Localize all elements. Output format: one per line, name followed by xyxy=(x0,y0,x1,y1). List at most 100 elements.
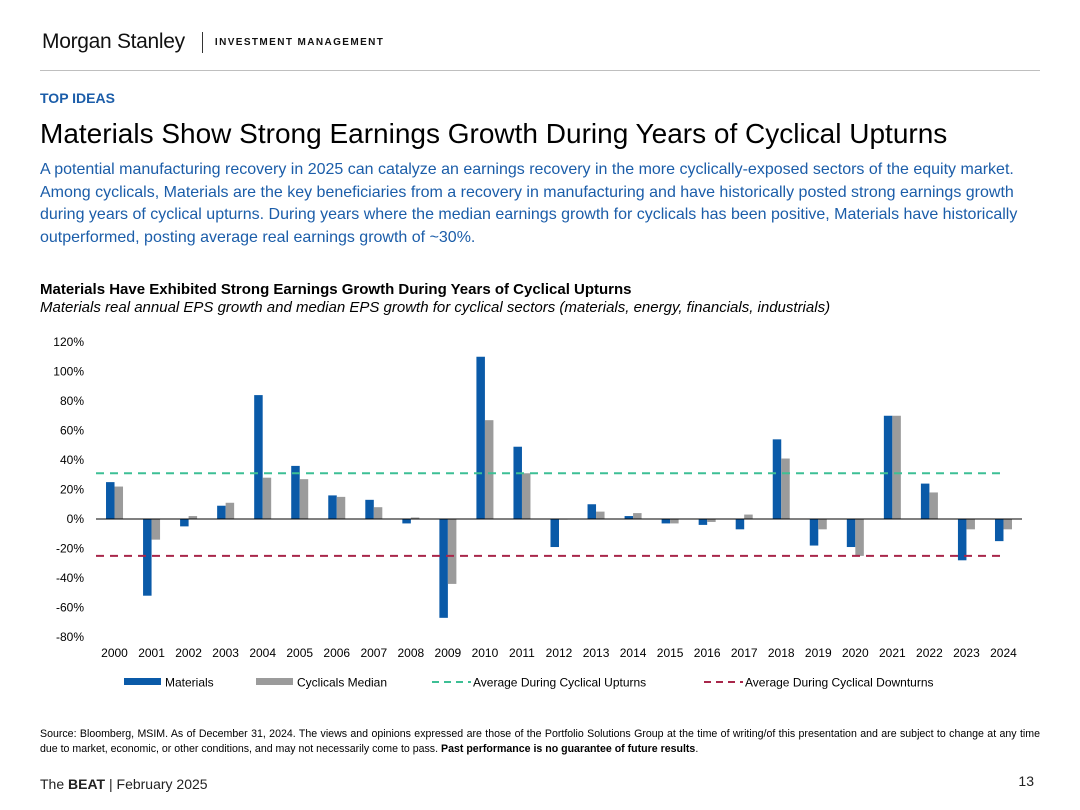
lead-paragraph: A potential manufacturing recovery in 20… xyxy=(40,161,1018,246)
x-tick-label: 2020 xyxy=(842,646,869,660)
materials-bar xyxy=(920,483,930,519)
materials-bar xyxy=(698,519,708,525)
cyclicals-median-bar xyxy=(744,514,753,519)
y-tick-label: 60% xyxy=(60,424,84,438)
x-tick-label: 2017 xyxy=(731,646,758,660)
y-tick-label: 40% xyxy=(60,453,84,467)
x-tick-label: 2005 xyxy=(286,646,313,660)
cyclicals-median-bar xyxy=(484,420,494,519)
cyclicals-median-bar xyxy=(818,519,827,530)
y-tick-label: -80% xyxy=(56,630,84,644)
materials-bar xyxy=(513,446,522,519)
disclaimer-bold: Past performance is no guarantee of futu… xyxy=(441,742,696,755)
materials-bar xyxy=(180,519,189,527)
cyclicals-median-bar xyxy=(225,502,235,519)
x-tick-label: 2012 xyxy=(546,646,573,660)
legend-materials-swatch xyxy=(124,678,161,685)
x-tick-label: 2014 xyxy=(620,646,647,660)
x-tick-label: 2009 xyxy=(435,646,462,660)
materials-bar xyxy=(106,482,115,519)
x-tick-label: 2006 xyxy=(323,646,350,660)
cyclicals-median-bar xyxy=(299,479,309,519)
header-rule xyxy=(40,70,1040,71)
x-tick-label: 2013 xyxy=(583,646,610,660)
cyclicals-median-bar xyxy=(188,516,198,519)
materials-bar xyxy=(254,395,263,519)
cyclicals-median-bar xyxy=(151,519,161,540)
legend-cyclicals-median-swatch xyxy=(256,678,293,685)
footer-prefix: The xyxy=(40,776,65,792)
page-number: 13 xyxy=(1018,773,1034,789)
y-tick-label: 100% xyxy=(53,365,84,379)
x-tick-label: 2018 xyxy=(768,646,795,660)
brand-logo: Morgan Stanley INVESTMENT MANAGEMENT xyxy=(42,30,384,54)
cyclicals-median-bar xyxy=(1003,519,1012,530)
cyclicals-median-bar xyxy=(114,486,124,519)
y-tick-label: 120% xyxy=(53,335,84,349)
cyclicals-median-bar xyxy=(855,519,864,556)
chart-title: Materials Have Exhibited Strong Earnings… xyxy=(40,281,632,298)
cyclicals-median-bar xyxy=(633,513,642,519)
source-note: Source: Bloomberg, MSIM. As of December … xyxy=(40,728,1040,755)
y-tick-label: -40% xyxy=(56,571,84,585)
y-tick-label: -20% xyxy=(56,542,84,556)
x-tick-label: 2022 xyxy=(916,646,943,660)
materials-bar xyxy=(476,356,485,519)
section-label: TOP IDEAS xyxy=(40,90,115,106)
x-tick-label: 2007 xyxy=(360,646,387,660)
chart-subtitle: Materials real annual EPS growth and med… xyxy=(40,299,831,316)
materials-bar xyxy=(402,519,411,524)
x-tick-label: 2000 xyxy=(101,646,128,660)
footer-brand: The BEAT | February 2025 xyxy=(40,776,208,792)
x-tick-label: 2015 xyxy=(657,646,684,660)
cyclicals-median-bar xyxy=(781,458,790,519)
cyclicals-median-bar xyxy=(410,517,420,519)
footer-date: | February 2025 xyxy=(108,776,208,792)
x-tick-label: 2019 xyxy=(805,646,832,660)
materials-bar xyxy=(994,519,1004,542)
y-tick-label: -60% xyxy=(56,601,84,615)
legend-upturns-label: Average During Cyclical Upturns xyxy=(473,676,646,690)
logo-divider xyxy=(201,31,203,53)
materials-bar xyxy=(217,505,226,519)
materials-bar xyxy=(328,495,337,519)
x-tick-label: 2023 xyxy=(953,646,980,660)
cyclicals-median-bar xyxy=(670,519,679,524)
materials-bar xyxy=(809,519,819,546)
materials-bar xyxy=(735,519,745,530)
x-tick-label: 2010 xyxy=(472,646,499,660)
cyclicals-median-bar xyxy=(262,477,272,519)
cyclicals-median-bar xyxy=(929,492,938,519)
footer-beat: BEAT xyxy=(68,776,106,792)
materials-bar xyxy=(550,519,559,548)
page-title: Materials Show Strong Earnings Growth Du… xyxy=(40,118,948,149)
cyclicals-median-bar xyxy=(447,519,457,584)
source-text: Source: Bloomberg, MSIM. As of December … xyxy=(40,728,1040,755)
materials-bar xyxy=(661,519,671,524)
x-tick-label: 2004 xyxy=(249,646,276,660)
cyclicals-median-bar xyxy=(707,519,716,522)
cyclicals-median-bar xyxy=(892,415,901,519)
x-tick-label: 2016 xyxy=(694,646,721,660)
materials-bar xyxy=(143,519,152,596)
eps-growth-chart: 120% 100% 80% 60% 40% 20% 0% -20% -40% -60% -80% 20… xyxy=(53,335,1022,690)
legend-downturns-label: Average During Cyclical Downturns xyxy=(745,676,934,690)
cyclicals-median-bar xyxy=(596,511,605,519)
cyclicals-median-bar xyxy=(521,473,531,519)
y-tick-label: 80% xyxy=(60,394,84,408)
x-tick-label: 2024 xyxy=(990,646,1017,660)
cyclicals-median-bar xyxy=(373,507,383,519)
cyclicals-median-bar xyxy=(966,519,975,530)
y-tick-label: 20% xyxy=(60,483,84,497)
materials-bar xyxy=(439,519,448,618)
materials-bar xyxy=(772,439,782,519)
materials-bar xyxy=(365,499,374,519)
y-tick-label: 0% xyxy=(67,512,85,526)
materials-bar xyxy=(587,504,597,519)
x-tick-label: 2003 xyxy=(212,646,239,660)
materials-bar xyxy=(291,465,300,519)
materials-bar xyxy=(624,516,634,519)
x-tick-label: 2002 xyxy=(175,646,202,660)
materials-bar xyxy=(883,415,893,519)
x-tick-label: 2008 xyxy=(397,646,424,660)
